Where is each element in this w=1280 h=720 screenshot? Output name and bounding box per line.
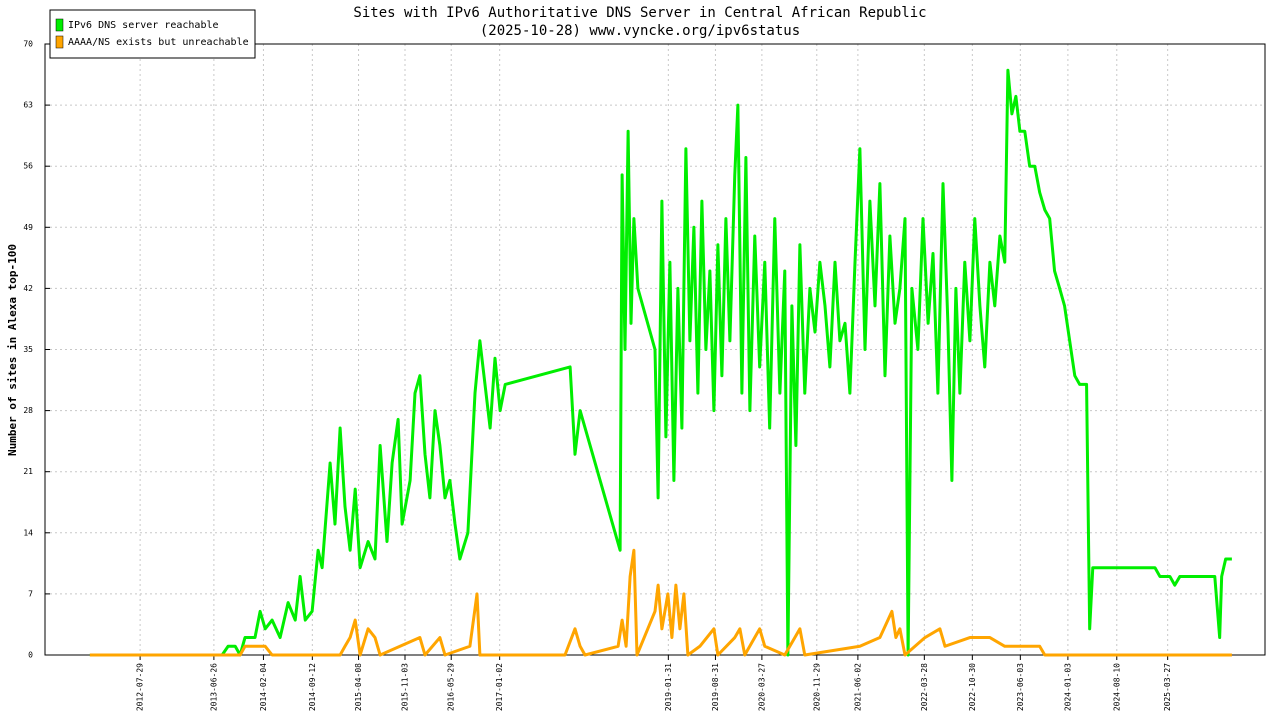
x-tick-label: 2014-02-04 — [259, 663, 268, 711]
x-tick-label: 2015-04-08 — [354, 663, 363, 711]
legend-label: IPv6 DNS server reachable — [68, 20, 219, 31]
legend-label: AAAA/NS exists but unreachable — [68, 37, 249, 48]
x-tick-label: 2013-06-26 — [209, 663, 218, 711]
x-tick-label: 2022-10-30 — [968, 663, 977, 711]
x-tick-label: 2021-06-02 — [853, 663, 862, 711]
y-tick-label: 0 — [28, 651, 33, 660]
x-tick-label: 2025-03-27 — [1163, 663, 1172, 711]
chart-subtitle: (2025-10-28) www.vyncke.org/ipv6status — [480, 23, 800, 39]
y-tick-label: 56 — [23, 162, 33, 171]
y-tick-label: 35 — [23, 345, 33, 354]
y-tick-label: 7 — [28, 589, 33, 598]
series-line — [89, 548, 1232, 657]
x-tick-label: 2017-01-02 — [495, 663, 504, 711]
x-tick-label: 2015-11-03 — [401, 663, 410, 711]
x-tick-label: 2020-03-27 — [757, 663, 766, 711]
y-axis-label: Number of sites in Alexa top-100 — [6, 244, 19, 456]
x-tick-label: 2012-07-29 — [136, 663, 145, 711]
y-tick-label: 63 — [23, 101, 33, 110]
x-tick-label: 2023-06-03 — [1016, 663, 1025, 711]
series-line — [89, 68, 1232, 657]
y-tick-label: 28 — [23, 406, 33, 415]
x-tick-label: 2016-05-29 — [447, 663, 456, 711]
plot-border — [44, 43, 1266, 656]
y-tick-label: 42 — [23, 284, 33, 293]
chart-title: Sites with IPv6 Authoritative DNS Server… — [353, 5, 926, 21]
legend-swatch — [55, 35, 64, 49]
y-tick-label: 21 — [23, 467, 33, 476]
x-tick-label: 2020-11-29 — [812, 663, 821, 711]
x-tick-label: 2024-01-03 — [1063, 663, 1072, 711]
x-tick-label: 2019-01-31 — [664, 663, 673, 711]
y-tick-label: 70 — [23, 40, 33, 49]
x-tick-label: 2019-08-31 — [711, 663, 720, 711]
y-tick-label: 14 — [23, 528, 33, 537]
x-tick-label: 2024-08-10 — [1112, 663, 1121, 711]
legend-swatch — [55, 18, 64, 32]
x-tick-label: 2014-09-12 — [308, 663, 317, 711]
legend-box — [49, 9, 256, 59]
y-tick-label: 49 — [23, 223, 33, 232]
x-tick-label: 2022-03-28 — [920, 663, 929, 711]
